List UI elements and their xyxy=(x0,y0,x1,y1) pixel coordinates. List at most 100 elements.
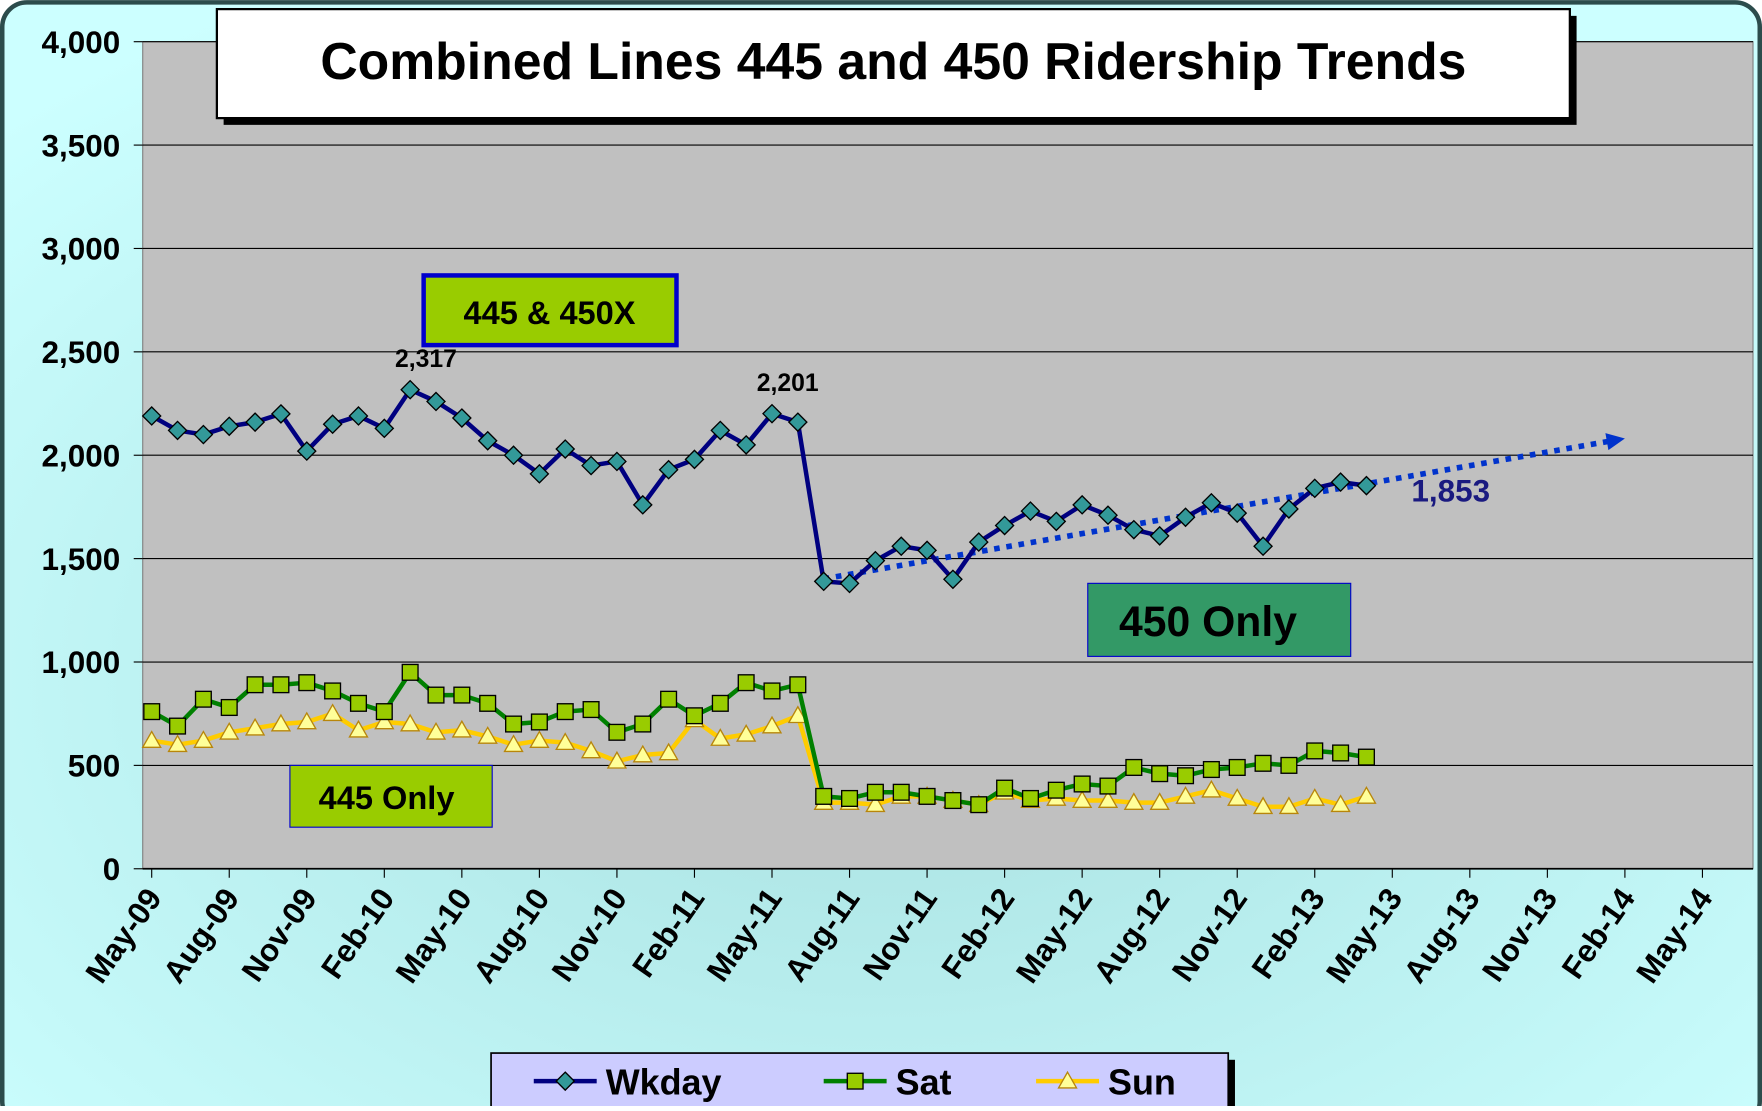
marker xyxy=(968,532,989,553)
marker xyxy=(1330,794,1351,813)
marker xyxy=(1278,796,1300,815)
marker xyxy=(1151,765,1169,783)
marker xyxy=(1280,756,1298,774)
marker xyxy=(970,796,988,814)
marker xyxy=(762,403,782,424)
marker xyxy=(1149,792,1170,811)
marker xyxy=(374,418,395,439)
marker xyxy=(244,717,266,736)
marker xyxy=(1072,494,1093,515)
marker xyxy=(477,726,498,744)
legend-marker xyxy=(846,1072,864,1090)
chart-title: Combined Lines 445 and 450 Ridership Tre… xyxy=(320,32,1466,90)
marker xyxy=(141,730,162,748)
legend-label: Sat xyxy=(896,1062,952,1103)
legend-marker xyxy=(555,1071,576,1092)
marker xyxy=(1098,505,1118,526)
marker xyxy=(426,391,446,412)
marker xyxy=(996,779,1014,797)
y-tick-label: 3,000 xyxy=(42,232,121,267)
marker xyxy=(1020,501,1041,522)
marker xyxy=(891,536,912,557)
marker xyxy=(892,783,910,801)
marker xyxy=(479,694,497,712)
marker xyxy=(1201,779,1222,798)
marker xyxy=(322,414,343,435)
marker xyxy=(580,740,602,759)
marker xyxy=(710,728,731,746)
marker xyxy=(942,569,963,590)
marker xyxy=(1021,789,1039,808)
marker xyxy=(1252,796,1274,815)
marker xyxy=(530,713,548,731)
y-tick-label: 1,000 xyxy=(42,645,121,680)
marker xyxy=(1227,503,1248,524)
marker xyxy=(1304,788,1325,806)
marker xyxy=(322,703,343,722)
marker xyxy=(606,750,628,769)
marker xyxy=(324,682,342,700)
trendline-arrow xyxy=(1605,433,1625,451)
marker xyxy=(220,698,238,717)
marker xyxy=(167,734,188,753)
marker xyxy=(1253,536,1274,557)
marker xyxy=(453,686,471,704)
marker xyxy=(505,715,523,733)
marker xyxy=(606,451,627,472)
annotation: 445 & 450X xyxy=(463,295,635,331)
marker xyxy=(582,701,600,719)
marker xyxy=(141,406,162,426)
marker xyxy=(143,703,161,721)
marker xyxy=(632,494,653,515)
marker xyxy=(1356,786,1377,804)
marker xyxy=(529,730,550,748)
title-box xyxy=(215,7,1571,120)
marker xyxy=(555,732,576,751)
marker xyxy=(763,682,781,700)
marker xyxy=(815,787,833,805)
marker xyxy=(710,420,731,441)
marker xyxy=(169,717,187,735)
y-tick-label: 4,000 xyxy=(42,25,121,60)
marker xyxy=(658,742,679,761)
marker xyxy=(1306,742,1324,760)
marker xyxy=(1332,744,1350,762)
marker xyxy=(374,711,395,730)
marker xyxy=(1201,492,1222,513)
marker xyxy=(1149,525,1170,546)
marker xyxy=(529,463,550,484)
marker xyxy=(865,794,886,813)
marker xyxy=(632,744,653,763)
annotation-box xyxy=(1087,582,1352,657)
marker xyxy=(1175,507,1196,528)
marker xyxy=(1047,781,1065,799)
marker xyxy=(219,416,240,437)
annotation: 445 Only xyxy=(319,780,455,816)
marker xyxy=(375,703,393,721)
marker xyxy=(400,713,421,732)
marker xyxy=(761,715,783,734)
annotation-box xyxy=(289,764,493,828)
marker xyxy=(451,719,473,738)
marker xyxy=(608,723,626,741)
marker xyxy=(400,379,421,400)
marker xyxy=(1227,788,1248,806)
y-tick-label: 1,500 xyxy=(42,542,121,577)
y-tick-label: 2,000 xyxy=(42,438,121,473)
marker xyxy=(245,412,266,433)
annotation: 450 Only xyxy=(1119,598,1297,646)
marker xyxy=(296,711,317,730)
marker xyxy=(917,540,938,561)
marker xyxy=(1356,475,1377,496)
marker xyxy=(581,455,602,476)
marker xyxy=(1071,790,1093,808)
y-tick-label: 3,500 xyxy=(42,128,121,163)
marker xyxy=(1046,511,1067,532)
marker xyxy=(401,663,419,681)
marker xyxy=(994,515,1015,536)
marker xyxy=(685,707,704,725)
marker xyxy=(1357,748,1375,766)
marker xyxy=(813,571,834,592)
marker xyxy=(658,459,679,480)
